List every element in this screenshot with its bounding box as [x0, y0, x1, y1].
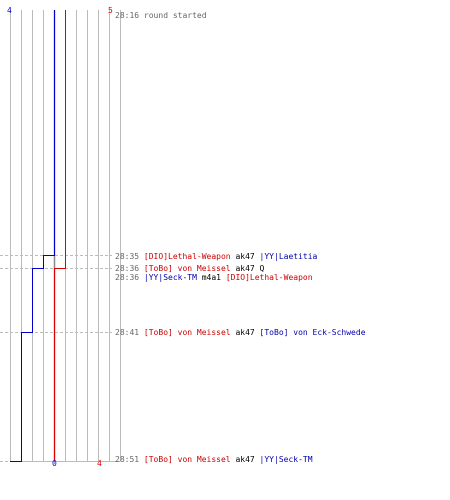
red-end-count: 4	[97, 459, 102, 468]
event-weapon: ak47	[235, 328, 255, 337]
event-message: round started	[143, 11, 207, 20]
event-row-kill: 28:51 [ToBo] von Meissel ak47 |YY|Seck-T…	[115, 455, 313, 465]
event-victim: |YY|Laetitia	[259, 252, 318, 261]
event-guide-lines	[0, 255, 112, 462]
event-weapon: m4a1	[201, 273, 221, 282]
event-victim: [DIO]Lethal-Weapon	[225, 273, 313, 282]
event-time: 28:51	[115, 455, 140, 464]
event-time: 28:36	[115, 273, 140, 282]
event-victim: |YY|Seck-TM	[259, 455, 313, 464]
event-killer: [ToBo] von Meissel	[143, 455, 231, 464]
event-time: 28:41	[115, 328, 140, 337]
event-time: 28:16	[115, 11, 140, 20]
event-time: 28:35	[115, 252, 140, 261]
event-weapon: ak47	[235, 455, 255, 464]
event-weapon: ak47 Q	[235, 264, 265, 273]
event-victim: [ToBo] von Eck-Schwede	[259, 328, 366, 337]
red-alive-line	[54, 10, 66, 462]
event-killer: [ToBo] von Meissel	[143, 328, 231, 337]
blue-alive-line	[10, 10, 55, 462]
event-killer: [DIO]Lethal-Weapon	[143, 252, 231, 261]
event-row-kill: 28:36 |YY|Seck-TM m4a1 [DIO]Lethal-Weapo…	[115, 273, 313, 283]
score-labels: 4 5 0 4	[7, 6, 113, 468]
event-killer: [ToBo] von Meissel	[143, 264, 231, 273]
event-row-start: 28:16 round started	[115, 11, 207, 21]
event-row-kill: 28:36 [ToBo] von Meissel ak47 Q	[115, 264, 264, 274]
alive-lines	[10, 10, 66, 462]
red-start-count: 5	[108, 6, 113, 15]
event-time: 28:36	[115, 264, 140, 273]
event-killer: |YY|Seck-TM	[143, 273, 197, 282]
event-weapon: ak47	[235, 252, 255, 261]
event-row-kill: 28:41 [ToBo] von Meissel ak47 [ToBo] von…	[115, 328, 366, 338]
event-row-kill: 28:35 [DIO]Lethal-Weapon ak47 |YY|Laetit…	[115, 252, 317, 262]
blue-end-count: 0	[52, 459, 57, 468]
blue-start-count: 4	[7, 6, 12, 15]
